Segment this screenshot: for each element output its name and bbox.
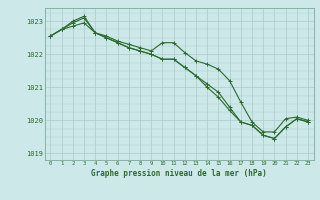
X-axis label: Graphe pression niveau de la mer (hPa): Graphe pression niveau de la mer (hPa) [91,169,267,178]
